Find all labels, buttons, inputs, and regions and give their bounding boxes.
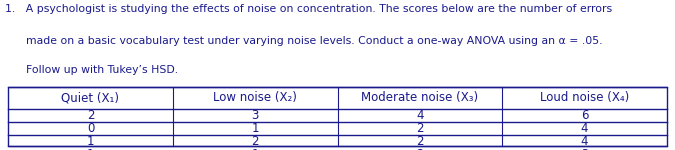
Text: Follow up with Tukey’s HSD.: Follow up with Tukey’s HSD. bbox=[5, 64, 178, 75]
Text: 3: 3 bbox=[252, 109, 259, 122]
Text: 3: 3 bbox=[581, 148, 588, 150]
Text: 6: 6 bbox=[580, 109, 589, 122]
Text: 4: 4 bbox=[580, 122, 589, 135]
Text: 2: 2 bbox=[416, 122, 424, 135]
Text: 2: 2 bbox=[86, 109, 95, 122]
Text: Loud noise (X₄): Loud noise (X₄) bbox=[540, 91, 629, 104]
Text: Moderate noise (X₃): Moderate noise (X₃) bbox=[361, 91, 479, 104]
Text: 4: 4 bbox=[580, 135, 589, 148]
Text: 2: 2 bbox=[251, 135, 259, 148]
Text: 4: 4 bbox=[416, 109, 424, 122]
Text: 1: 1 bbox=[251, 122, 259, 135]
Text: 1.   A psychologist is studying the effects of noise on concentration. The score: 1. A psychologist is studying the effect… bbox=[5, 4, 612, 15]
Text: 1: 1 bbox=[251, 148, 259, 150]
Text: 1: 1 bbox=[86, 135, 95, 148]
Text: Quiet (X₁): Quiet (X₁) bbox=[61, 91, 119, 104]
Text: 1: 1 bbox=[86, 148, 95, 150]
Text: Low noise (X₂): Low noise (X₂) bbox=[213, 91, 297, 104]
Text: 0: 0 bbox=[87, 122, 94, 135]
Text: 2: 2 bbox=[416, 135, 424, 148]
Text: 2: 2 bbox=[416, 148, 424, 150]
Text: made on a basic vocabulary test under varying noise levels. Conduct a one-way AN: made on a basic vocabulary test under va… bbox=[5, 36, 603, 46]
